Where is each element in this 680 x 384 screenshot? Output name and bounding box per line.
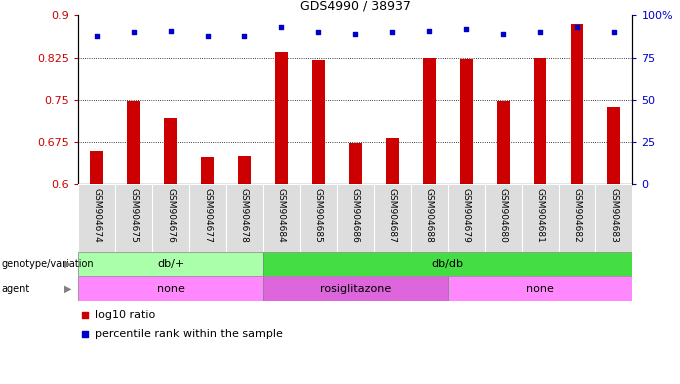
Text: GSM904674: GSM904674 <box>92 188 101 242</box>
Point <box>80 312 90 318</box>
FancyBboxPatch shape <box>78 184 115 252</box>
Text: GSM904687: GSM904687 <box>388 188 396 243</box>
Bar <box>90 151 103 184</box>
Point <box>498 31 509 37</box>
Point <box>276 24 287 30</box>
Bar <box>460 59 473 184</box>
Bar <box>349 143 362 184</box>
Point <box>91 33 102 39</box>
FancyBboxPatch shape <box>263 184 300 252</box>
Point <box>239 33 250 39</box>
FancyBboxPatch shape <box>78 276 263 301</box>
Bar <box>534 58 547 184</box>
FancyBboxPatch shape <box>263 252 632 276</box>
FancyBboxPatch shape <box>447 184 485 252</box>
Bar <box>275 52 288 184</box>
Title: GDS4990 / 38937: GDS4990 / 38937 <box>300 0 411 13</box>
Bar <box>496 101 509 184</box>
Text: GSM904679: GSM904679 <box>462 188 471 243</box>
Bar <box>201 157 214 184</box>
Text: ▶: ▶ <box>64 259 71 269</box>
Bar <box>423 58 436 184</box>
Bar <box>127 101 140 184</box>
FancyBboxPatch shape <box>78 252 263 276</box>
FancyBboxPatch shape <box>226 184 263 252</box>
Text: GSM904684: GSM904684 <box>277 188 286 242</box>
Text: GSM904677: GSM904677 <box>203 188 212 243</box>
Text: GSM904676: GSM904676 <box>166 188 175 243</box>
FancyBboxPatch shape <box>300 184 337 252</box>
Point <box>534 29 545 35</box>
Text: GSM904688: GSM904688 <box>425 188 434 243</box>
Text: GSM904680: GSM904680 <box>498 188 507 243</box>
FancyBboxPatch shape <box>447 276 632 301</box>
Text: GSM904675: GSM904675 <box>129 188 138 243</box>
Bar <box>164 118 177 184</box>
Text: ▶: ▶ <box>64 284 71 294</box>
Point <box>460 26 471 32</box>
FancyBboxPatch shape <box>558 184 596 252</box>
FancyBboxPatch shape <box>596 184 632 252</box>
Text: GSM904682: GSM904682 <box>573 188 581 242</box>
Bar <box>386 138 398 184</box>
Point <box>313 29 324 35</box>
FancyBboxPatch shape <box>485 184 522 252</box>
Bar <box>312 60 325 184</box>
Text: GSM904683: GSM904683 <box>609 188 618 243</box>
FancyBboxPatch shape <box>522 184 558 252</box>
Text: agent: agent <box>1 284 30 294</box>
Point <box>571 24 582 30</box>
Text: GSM904685: GSM904685 <box>314 188 323 243</box>
FancyBboxPatch shape <box>263 276 447 301</box>
Text: genotype/variation: genotype/variation <box>1 259 94 269</box>
Bar <box>238 156 251 184</box>
Text: GSM904686: GSM904686 <box>351 188 360 243</box>
Point <box>387 29 398 35</box>
FancyBboxPatch shape <box>374 184 411 252</box>
Text: GSM904681: GSM904681 <box>536 188 545 243</box>
FancyBboxPatch shape <box>189 184 226 252</box>
Text: rosiglitazone: rosiglitazone <box>320 284 391 294</box>
Text: db/+: db/+ <box>157 259 184 269</box>
Point <box>165 28 176 34</box>
Point <box>424 28 435 34</box>
Text: log10 ratio: log10 ratio <box>95 310 155 320</box>
FancyBboxPatch shape <box>152 184 189 252</box>
Point <box>609 29 619 35</box>
Point <box>350 31 360 37</box>
Point <box>128 29 139 35</box>
FancyBboxPatch shape <box>411 184 447 252</box>
Point <box>80 331 90 337</box>
FancyBboxPatch shape <box>337 184 374 252</box>
Text: none: none <box>526 284 554 294</box>
Bar <box>571 24 583 184</box>
Text: percentile rank within the sample: percentile rank within the sample <box>95 329 283 339</box>
Bar <box>607 107 620 184</box>
Text: none: none <box>156 284 184 294</box>
Text: db/db: db/db <box>432 259 464 269</box>
FancyBboxPatch shape <box>115 184 152 252</box>
Text: GSM904678: GSM904678 <box>240 188 249 243</box>
Point <box>202 33 213 39</box>
